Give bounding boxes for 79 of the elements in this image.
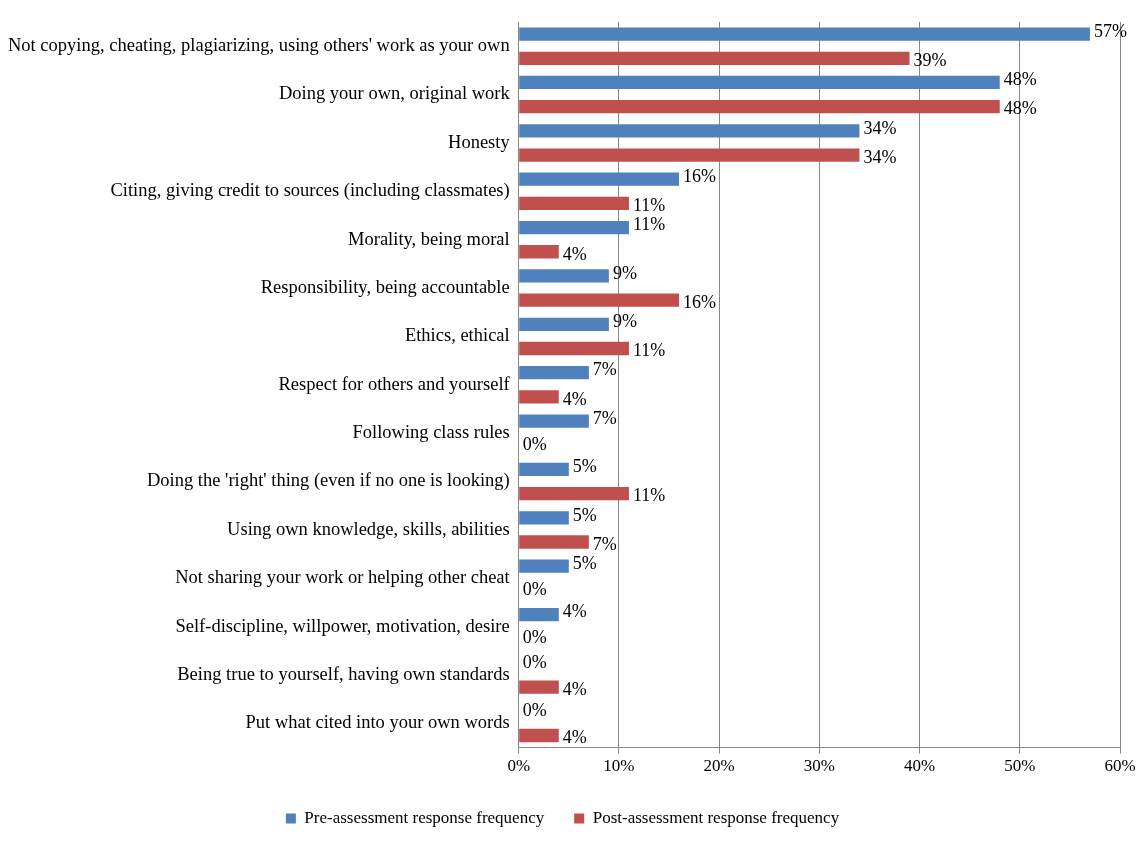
y-tick-label: Following class rules xyxy=(352,422,510,443)
y-tick-label: Ethics, ethical xyxy=(404,325,510,346)
data-label: 11% xyxy=(632,195,666,216)
bar xyxy=(519,148,860,162)
x-tick-label: 10% xyxy=(603,756,635,776)
y-tick-label: Self-discipline, willpower, motivation, desire xyxy=(175,615,510,636)
data-label: 7% xyxy=(592,407,617,428)
bar xyxy=(519,390,559,404)
data-label: 9% xyxy=(612,311,637,332)
data-label: 0% xyxy=(522,651,547,672)
data-label: 11% xyxy=(632,485,666,506)
bar xyxy=(519,27,1090,41)
legend-label: Post-assessment response frequency xyxy=(592,807,840,827)
bar xyxy=(519,341,629,356)
data-label: 4% xyxy=(562,601,587,622)
data-label: 7% xyxy=(592,533,617,554)
bar xyxy=(519,607,559,622)
bar xyxy=(519,728,559,743)
bar xyxy=(519,124,860,138)
bar xyxy=(519,366,589,380)
bar xyxy=(519,51,910,65)
bar xyxy=(519,245,559,259)
y-tick-label: Not sharing your work or helping other cheat xyxy=(175,567,511,588)
bar xyxy=(519,220,629,235)
y-tick-label: Not copying, cheating, plagiarizing, using others' work as your own xyxy=(7,35,510,56)
data-label: 4% xyxy=(562,678,587,699)
bar xyxy=(519,414,589,428)
y-tick-label: Being true to yourself, having own standards xyxy=(177,663,510,684)
bar xyxy=(519,462,569,477)
data-label: 0% xyxy=(522,700,547,721)
y-tick-label: Put what cited into your own words xyxy=(245,712,510,733)
bar xyxy=(519,100,1000,114)
data-label: 4% xyxy=(562,727,587,748)
data-label: 5% xyxy=(572,552,597,573)
bar xyxy=(519,317,609,331)
data-label: 0% xyxy=(522,627,547,648)
bar xyxy=(519,269,609,283)
x-tick-label: 20% xyxy=(703,756,735,776)
data-label: 57% xyxy=(1093,20,1127,41)
y-tick-label: Doing the 'right' thing (even if no one is looking) xyxy=(146,470,510,492)
y-tick-label: Morality, being moral xyxy=(348,228,510,249)
data-label: 11% xyxy=(632,214,666,235)
data-label: 4% xyxy=(562,388,587,409)
data-label: 48% xyxy=(1003,98,1037,119)
x-tick-label: 30% xyxy=(803,756,835,776)
data-label: 0% xyxy=(522,434,547,454)
data-label: 16% xyxy=(683,165,717,186)
data-label: 9% xyxy=(612,262,637,283)
data-label: 4% xyxy=(562,243,587,264)
y-tick-label: Citing, giving credit to sources (including classmates) xyxy=(110,180,510,202)
data-label: 5% xyxy=(572,456,597,477)
x-tick-label: 40% xyxy=(903,756,936,776)
data-label: 11% xyxy=(632,340,666,361)
data-label: 7% xyxy=(592,359,617,380)
data-label: 48% xyxy=(1003,69,1037,90)
legend-label: Pre-assessment response frequency xyxy=(304,807,545,827)
data-label: 5% xyxy=(572,504,597,525)
bar xyxy=(519,511,569,525)
x-tick-label: 50% xyxy=(1004,756,1036,776)
bar xyxy=(519,196,629,211)
y-tick-label: Responsibility, being accountable xyxy=(260,276,510,297)
data-label: 0% xyxy=(522,579,547,600)
y-tick-label: Doing your own, original work xyxy=(278,83,511,104)
bar xyxy=(519,559,569,573)
bar xyxy=(519,75,1000,90)
data-label: 16% xyxy=(683,291,717,312)
bar xyxy=(519,680,559,694)
bar xyxy=(519,293,680,307)
bar xyxy=(519,486,629,501)
y-tick-label: Respect for others and yourself xyxy=(278,373,511,394)
x-tick-label: 0% xyxy=(507,756,531,776)
data-label: 34% xyxy=(863,146,897,167)
bar xyxy=(519,172,680,186)
data-label: 34% xyxy=(863,117,897,138)
y-tick-label: Honesty xyxy=(448,131,511,152)
y-tick-label: Using own knowledge, skills, abilities xyxy=(227,518,510,539)
data-label: 39% xyxy=(913,50,947,71)
x-tick-label: 60% xyxy=(1104,756,1136,776)
bar xyxy=(519,535,589,549)
